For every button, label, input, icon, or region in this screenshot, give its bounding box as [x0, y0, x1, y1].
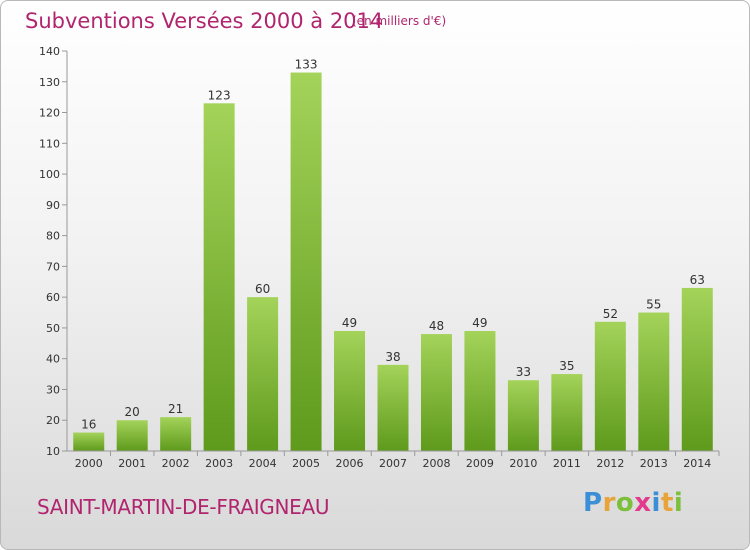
x-tick-label: 2006 [336, 457, 364, 470]
bar-value-label: 63 [690, 273, 705, 287]
x-tick-label: 2005 [292, 457, 320, 470]
logo-letter: i [673, 488, 684, 518]
logo-letter: t [660, 488, 674, 518]
bar-2006 [334, 331, 366, 451]
chart-title: Subventions Versées 2000 à 2014 [25, 9, 384, 33]
logo-letter: r [602, 488, 616, 518]
x-tick-label: 2008 [422, 457, 450, 470]
bar-value-label: 123 [208, 88, 231, 102]
x-tick-label: 2004 [249, 457, 277, 470]
bar-2002 [160, 417, 192, 451]
x-tick-label: 2011 [553, 457, 581, 470]
y-tick-label: 40 [46, 353, 60, 366]
bar-2013 [638, 312, 670, 451]
bar-value-label: 49 [342, 316, 357, 330]
bar-value-label: 48 [429, 319, 444, 333]
y-tick-label: 140 [39, 45, 60, 58]
y-tick-label: 120 [39, 107, 60, 120]
bar-2004 [247, 297, 279, 451]
bar-2007 [377, 364, 409, 451]
x-tick-label: 2010 [509, 457, 537, 470]
bar-value-label: 20 [125, 405, 140, 419]
logo-letter: x [634, 488, 652, 518]
y-tick-label: 100 [39, 168, 60, 181]
bar-value-label: 52 [603, 307, 618, 321]
chart-subtitle: (en milliers d'€) [352, 14, 447, 28]
y-tick-label: 50 [46, 322, 60, 335]
x-tick-label: 2002 [162, 457, 190, 470]
x-tick-label: 2012 [596, 457, 624, 470]
bar-value-label: 21 [168, 402, 183, 416]
bar-value-label: 35 [559, 359, 574, 373]
bar-2008 [420, 334, 452, 451]
bar-value-label: 49 [472, 316, 487, 330]
bar-2005 [290, 72, 322, 452]
x-tick-label: 2013 [640, 457, 668, 470]
bar-value-label: 55 [646, 298, 661, 312]
x-tick-label: 2001 [118, 457, 146, 470]
bar-2014 [681, 287, 713, 451]
bar-2010 [507, 380, 539, 451]
y-tick-label: 10 [46, 445, 60, 458]
bar-value-label: 16 [81, 418, 96, 432]
y-tick-label: 130 [39, 76, 60, 89]
x-tick-label: 2014 [683, 457, 711, 470]
y-tick-label: 30 [46, 383, 60, 396]
bar-2012 [594, 321, 626, 451]
y-tick-label: 70 [46, 260, 60, 273]
bar-value-label: 38 [385, 350, 400, 364]
y-tick-label: 60 [46, 291, 60, 304]
commune-name: SAINT-MARTIN-DE-FRAIGNEAU [37, 495, 330, 519]
bar-value-label: 33 [516, 365, 531, 379]
logo-letter: P [583, 488, 603, 518]
bar-2009 [464, 331, 496, 451]
y-tick-label: 90 [46, 199, 60, 212]
x-tick-label: 2000 [75, 457, 103, 470]
y-tick-label: 110 [39, 137, 60, 150]
y-tick-label: 80 [46, 230, 60, 243]
bar-2001 [116, 420, 148, 451]
proxiti-logo[interactable]: Proxiti [583, 488, 683, 518]
bar-2000 [73, 432, 105, 451]
bar-2003 [203, 103, 235, 452]
bar-2011 [551, 374, 583, 451]
y-tick-label: 20 [46, 414, 60, 427]
logo-letter: i [651, 488, 661, 518]
bar-value-label: 60 [255, 282, 270, 296]
bar-value-label: 133 [295, 58, 318, 72]
x-tick-label: 2009 [466, 457, 494, 470]
x-tick-label: 2003 [205, 457, 233, 470]
x-tick-label: 2007 [379, 457, 407, 470]
logo-letter: o [615, 488, 635, 518]
